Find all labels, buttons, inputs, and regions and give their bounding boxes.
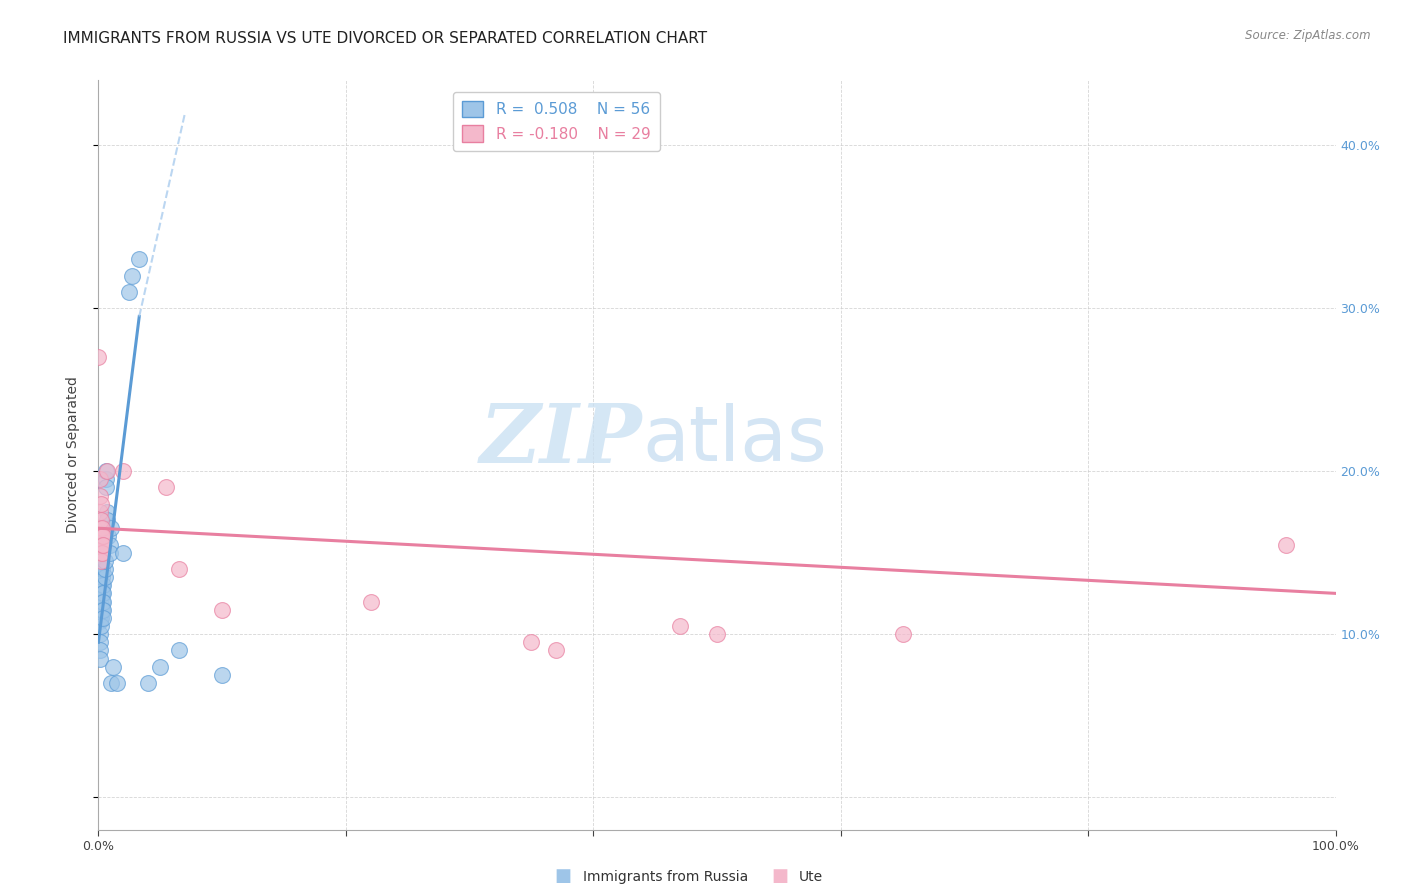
Point [90,513,112,527]
Point [149,659,172,673]
Point [93,586,115,600]
Point [520,635,543,649]
Point [90,586,112,600]
Point [94,481,117,495]
Point [90,611,112,625]
Point [89,537,111,551]
Point [669,619,692,633]
Text: Source: ZipAtlas.com: Source: ZipAtlas.com [1246,29,1371,42]
Text: Immigrants from Russia: Immigrants from Russia [583,871,749,884]
Point [89,546,111,560]
Point [100,521,122,535]
Point [90,546,112,560]
Text: Ute: Ute [799,871,823,884]
Point [360,594,382,608]
Point [90,537,112,551]
Point [93,594,115,608]
Point [93,611,115,625]
Point [112,464,135,478]
Point [91,546,114,560]
Text: ■: ■ [554,867,571,885]
Point [136,676,159,690]
Point [155,481,177,495]
Text: IMMIGRANTS FROM RUSSIA VS UTE DIVORCED OR SEPARATED CORRELATION CHART: IMMIGRANTS FROM RUSSIA VS UTE DIVORCED O… [63,31,707,46]
Point [89,627,111,641]
Y-axis label: Divorced or Separated: Divorced or Separated [66,376,80,533]
Point [90,598,112,612]
Point [93,537,115,551]
Point [96,464,118,478]
Point [91,594,114,608]
Point [211,602,233,616]
Point [93,562,115,576]
Point [90,602,112,616]
Point [90,529,112,543]
Point [97,529,120,543]
Point [90,554,112,568]
Text: ■: ■ [772,867,789,885]
Point [90,619,112,633]
Point [105,676,128,690]
Point [94,472,117,486]
Point [100,676,122,690]
Point [91,586,114,600]
Legend: R =  0.508    N = 56, R = -0.180    N = 29: R = 0.508 N = 56, R = -0.180 N = 29 [453,92,659,151]
Point [1275,537,1298,551]
Point [89,594,111,608]
Point [91,578,114,592]
Point [91,570,114,584]
Point [89,614,111,628]
Point [89,570,111,584]
Point [89,554,111,568]
Point [211,668,233,682]
Point [89,578,111,592]
Point [91,529,114,543]
Point [89,607,111,622]
Point [94,464,117,478]
Point [93,529,115,543]
Point [89,562,111,576]
Point [89,549,111,563]
Point [546,643,568,657]
Point [89,602,111,616]
Point [93,570,115,584]
Point [89,643,111,657]
Point [90,497,112,511]
Point [91,602,114,616]
Point [93,578,115,592]
Point [96,505,118,519]
Point [167,562,190,576]
Point [118,285,141,299]
Point [87,350,110,364]
Point [89,472,111,486]
Point [93,602,115,616]
Point [89,635,111,649]
Text: ZIP: ZIP [481,400,643,480]
Point [89,489,111,503]
Text: atlas: atlas [643,403,828,477]
Point [706,627,728,641]
Point [93,554,115,568]
Point [90,582,112,596]
Point [98,537,121,551]
Point [96,513,118,527]
Point [103,659,125,673]
Point [89,505,111,519]
Point [121,268,143,283]
Point [98,546,121,560]
Point [89,557,111,571]
Point [128,252,150,267]
Point [112,546,135,560]
Point [91,562,114,576]
Point [89,651,111,665]
Point [891,627,914,641]
Point [167,643,190,657]
Point [91,537,114,551]
Point [89,521,111,535]
Point [91,521,114,535]
